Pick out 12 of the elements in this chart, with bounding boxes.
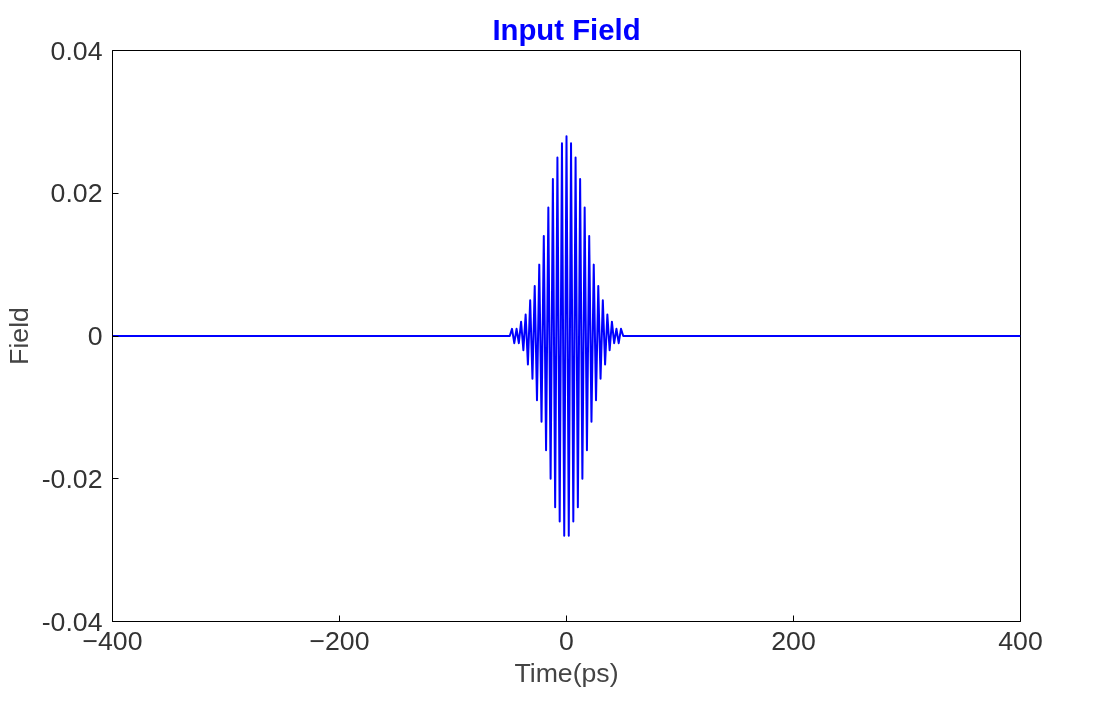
line-series [112, 135, 1021, 537]
y-tick-label: 0.02 [50, 178, 103, 209]
y-tick-label: 0 [87, 321, 103, 351]
x-tick-label: −200 [309, 625, 370, 656]
chart-title: Input Field [492, 12, 641, 46]
x-tick-label: 0 [559, 625, 574, 656]
y-tick-label: 0.04 [50, 35, 103, 66]
y-tick-label: -0.02 [41, 463, 103, 494]
x-tick-label: 200 [771, 625, 816, 656]
x-tick-label: 400 [998, 625, 1043, 656]
y-axis-title: Field [3, 307, 34, 365]
x-axis-title: Time(ps) [514, 657, 619, 688]
